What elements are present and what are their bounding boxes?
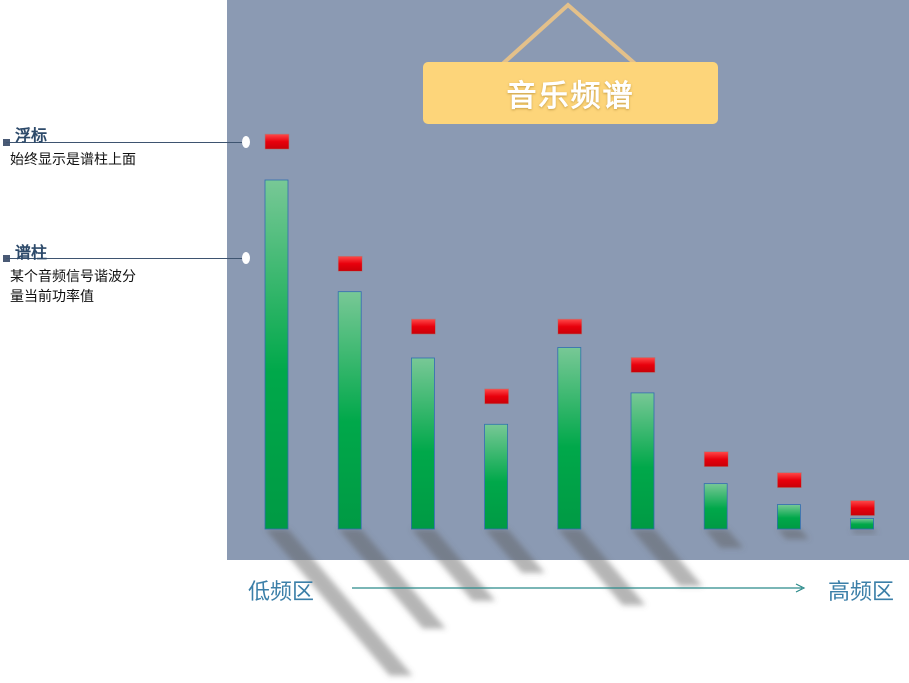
high-frequency-label: 高频区 (828, 580, 895, 605)
float-annotation-desc: 始终显示是谱柱上面 (10, 152, 136, 168)
spectrum-bar (484, 423, 509, 530)
spectrum-title-sign: 音乐频谱 (423, 62, 718, 124)
spectrum-bar (630, 392, 655, 530)
spectrum-bar (410, 357, 435, 530)
spectrum-bar (703, 483, 728, 530)
bar-leader-line (6, 258, 242, 259)
float-marker (264, 133, 290, 150)
float-marker (630, 357, 656, 373)
float-marker (337, 255, 363, 272)
float-leader-line (6, 142, 242, 143)
float-marker (411, 318, 436, 335)
spectrum-bar (337, 291, 362, 530)
float-marker (777, 472, 802, 488)
spectrum-bar (850, 518, 874, 530)
bar-annotation-desc-line1: 某个音频信号谐波分 (10, 269, 136, 285)
float-leader-end (242, 136, 250, 148)
spectrum-bar (264, 179, 289, 530)
float-marker (557, 318, 583, 335)
sign-title: 音乐频谱 (506, 79, 635, 114)
bar-leader-end (242, 252, 250, 264)
spectrum-bar (777, 504, 801, 530)
float-marker (484, 388, 509, 405)
low-frequency-label: 低频区 (248, 580, 315, 605)
bar-annotation-title: 谱柱 (15, 243, 48, 262)
float-annotation-title: 浮标 (15, 126, 48, 145)
float-marker (850, 500, 875, 516)
frequency-arrow (352, 583, 806, 593)
bar-annotation-desc-line2: 量当前功率值 (10, 289, 94, 305)
spectrum-bar (557, 347, 582, 530)
float-marker (703, 451, 729, 468)
